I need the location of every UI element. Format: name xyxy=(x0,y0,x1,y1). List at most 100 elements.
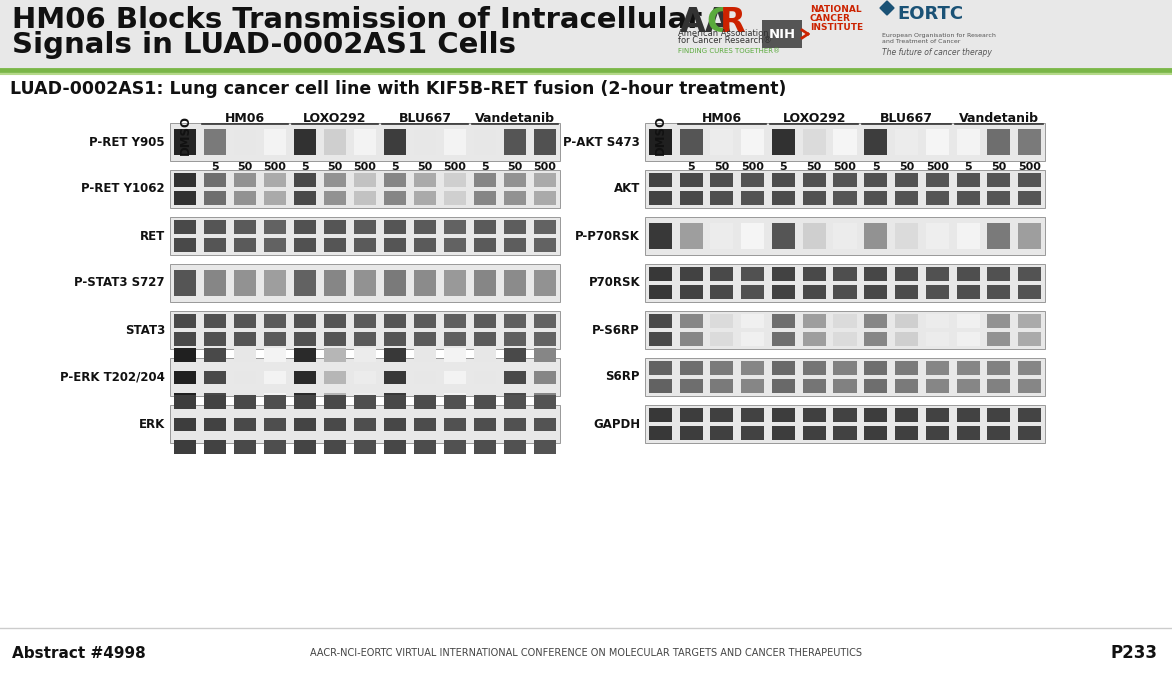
Bar xyxy=(926,408,949,422)
Bar xyxy=(645,264,1045,302)
Bar xyxy=(926,285,949,299)
Bar xyxy=(864,408,887,422)
Bar xyxy=(772,173,795,187)
Bar xyxy=(444,314,466,328)
Text: P-P70RSK: P-P70RSK xyxy=(575,229,640,243)
Bar xyxy=(895,379,918,393)
Bar xyxy=(833,426,857,440)
Bar xyxy=(680,361,703,375)
Bar xyxy=(170,170,560,208)
Bar xyxy=(533,173,557,187)
Bar xyxy=(173,348,196,362)
Text: EORTC: EORTC xyxy=(897,5,963,23)
Bar xyxy=(204,191,226,205)
Text: DMSO: DMSO xyxy=(178,115,191,155)
Bar xyxy=(170,217,560,255)
Text: 500: 500 xyxy=(833,162,857,172)
Bar xyxy=(1018,426,1041,440)
Bar xyxy=(803,129,826,155)
Bar xyxy=(956,379,980,393)
Bar xyxy=(233,191,257,205)
Bar xyxy=(264,395,286,409)
Bar xyxy=(803,314,826,328)
Bar xyxy=(533,238,557,252)
Bar xyxy=(803,285,826,299)
Bar xyxy=(645,358,1045,396)
Bar xyxy=(204,270,226,296)
Text: C: C xyxy=(706,6,730,39)
Bar xyxy=(504,371,526,384)
Bar xyxy=(987,222,1010,250)
Text: 500: 500 xyxy=(533,162,557,172)
Bar xyxy=(895,408,918,422)
Text: HM06: HM06 xyxy=(702,112,742,125)
Bar xyxy=(533,270,557,296)
Bar xyxy=(264,440,286,454)
Bar xyxy=(204,238,226,252)
Bar xyxy=(645,123,1045,161)
Text: The future of cancer therapy: The future of cancer therapy xyxy=(883,48,992,57)
Bar xyxy=(987,379,1010,393)
Bar xyxy=(233,393,257,407)
Bar xyxy=(956,361,980,375)
Bar xyxy=(926,267,949,281)
Bar xyxy=(741,426,764,440)
Bar xyxy=(680,191,703,205)
Bar xyxy=(233,371,257,384)
Bar xyxy=(987,408,1010,422)
Bar xyxy=(864,285,887,299)
Bar xyxy=(533,332,557,346)
Bar xyxy=(649,173,672,187)
Text: CANCER: CANCER xyxy=(810,14,851,23)
Text: American Association: American Association xyxy=(677,29,769,38)
Bar xyxy=(323,270,346,296)
Bar xyxy=(895,222,918,250)
Bar xyxy=(473,440,496,454)
Bar xyxy=(649,408,672,422)
Bar xyxy=(710,267,734,281)
Bar xyxy=(772,361,795,375)
Bar xyxy=(864,222,887,250)
Bar xyxy=(987,332,1010,346)
Bar xyxy=(173,393,196,407)
Bar xyxy=(956,267,980,281)
Text: 50: 50 xyxy=(238,162,253,172)
Bar xyxy=(987,129,1010,155)
Bar xyxy=(173,238,196,252)
Bar xyxy=(354,314,376,328)
Bar xyxy=(204,314,226,328)
Bar xyxy=(0,628,1172,678)
Text: 5: 5 xyxy=(779,162,788,172)
Bar xyxy=(803,173,826,187)
Bar xyxy=(414,129,436,155)
Bar xyxy=(204,348,226,362)
Bar xyxy=(533,418,557,431)
Bar xyxy=(926,222,949,250)
Polygon shape xyxy=(880,1,894,15)
Bar xyxy=(354,332,376,346)
Bar xyxy=(895,314,918,328)
Bar xyxy=(533,371,557,384)
Bar xyxy=(956,426,980,440)
Text: NIH: NIH xyxy=(769,28,796,41)
Bar xyxy=(533,395,557,409)
Bar xyxy=(473,191,496,205)
Bar xyxy=(533,191,557,205)
Text: 50: 50 xyxy=(507,162,523,172)
Bar xyxy=(354,418,376,431)
Text: ERK: ERK xyxy=(138,418,165,431)
Bar xyxy=(473,348,496,362)
Bar xyxy=(833,173,857,187)
Bar xyxy=(710,332,734,346)
Bar xyxy=(926,129,949,155)
Bar xyxy=(926,314,949,328)
Bar xyxy=(323,129,346,155)
Bar xyxy=(833,379,857,393)
Bar xyxy=(294,220,316,234)
Bar xyxy=(414,270,436,296)
Bar xyxy=(645,217,1045,255)
Bar xyxy=(649,379,672,393)
Text: P-RET Y905: P-RET Y905 xyxy=(89,136,165,148)
Bar xyxy=(473,129,496,155)
Text: 5: 5 xyxy=(211,162,219,172)
